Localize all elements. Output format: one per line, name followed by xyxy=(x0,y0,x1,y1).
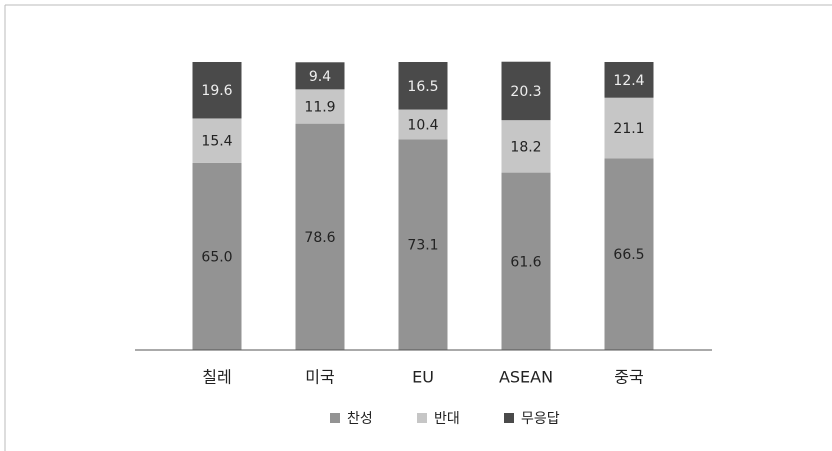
bar-segment xyxy=(604,62,654,98)
data-label: 21.1 xyxy=(613,121,644,137)
legend-label: 반대 xyxy=(434,411,460,427)
data-label: 18.2 xyxy=(510,139,541,155)
bar-segment xyxy=(192,118,242,163)
x-tick-label: 미국 xyxy=(305,368,334,387)
legend-swatch xyxy=(330,413,340,423)
data-label: 10.4 xyxy=(407,117,438,133)
data-label: 61.6 xyxy=(510,254,541,270)
x-tick-label: 칠레 xyxy=(202,368,231,387)
legend-label: 무응답 xyxy=(521,411,560,427)
legend-swatch xyxy=(504,413,514,423)
x-tick-label: EU xyxy=(412,368,434,387)
bar-segment xyxy=(295,123,345,350)
data-label: 66.5 xyxy=(613,247,644,263)
bar-segment xyxy=(501,120,551,173)
bar-segment xyxy=(192,62,242,119)
data-label: 73.1 xyxy=(407,238,438,254)
bar-segment xyxy=(501,172,551,350)
data-label: 9.4 xyxy=(309,69,331,85)
data-label: 12.4 xyxy=(613,73,644,89)
data-label: 20.3 xyxy=(510,84,541,100)
legend-swatch xyxy=(417,413,427,423)
x-tick-label: 중국 xyxy=(614,368,643,387)
data-label: 19.6 xyxy=(201,83,232,99)
legend-label: 찬성 xyxy=(347,411,373,427)
bar-segment xyxy=(398,139,448,350)
bar-segment xyxy=(398,62,448,110)
data-label: 16.5 xyxy=(407,79,438,95)
bar-segment xyxy=(398,109,448,140)
bar-segment xyxy=(604,158,654,350)
x-tick-label: ASEAN xyxy=(499,368,553,387)
data-label: 11.9 xyxy=(304,99,335,115)
bar-segment xyxy=(604,97,654,159)
data-label: 65.0 xyxy=(201,249,232,265)
bar-segment xyxy=(501,61,551,121)
data-label: 78.6 xyxy=(304,230,335,246)
bar-segment xyxy=(192,162,242,350)
bar-segment xyxy=(295,89,345,124)
data-label: 15.4 xyxy=(201,134,232,150)
bar-segment xyxy=(295,62,345,90)
